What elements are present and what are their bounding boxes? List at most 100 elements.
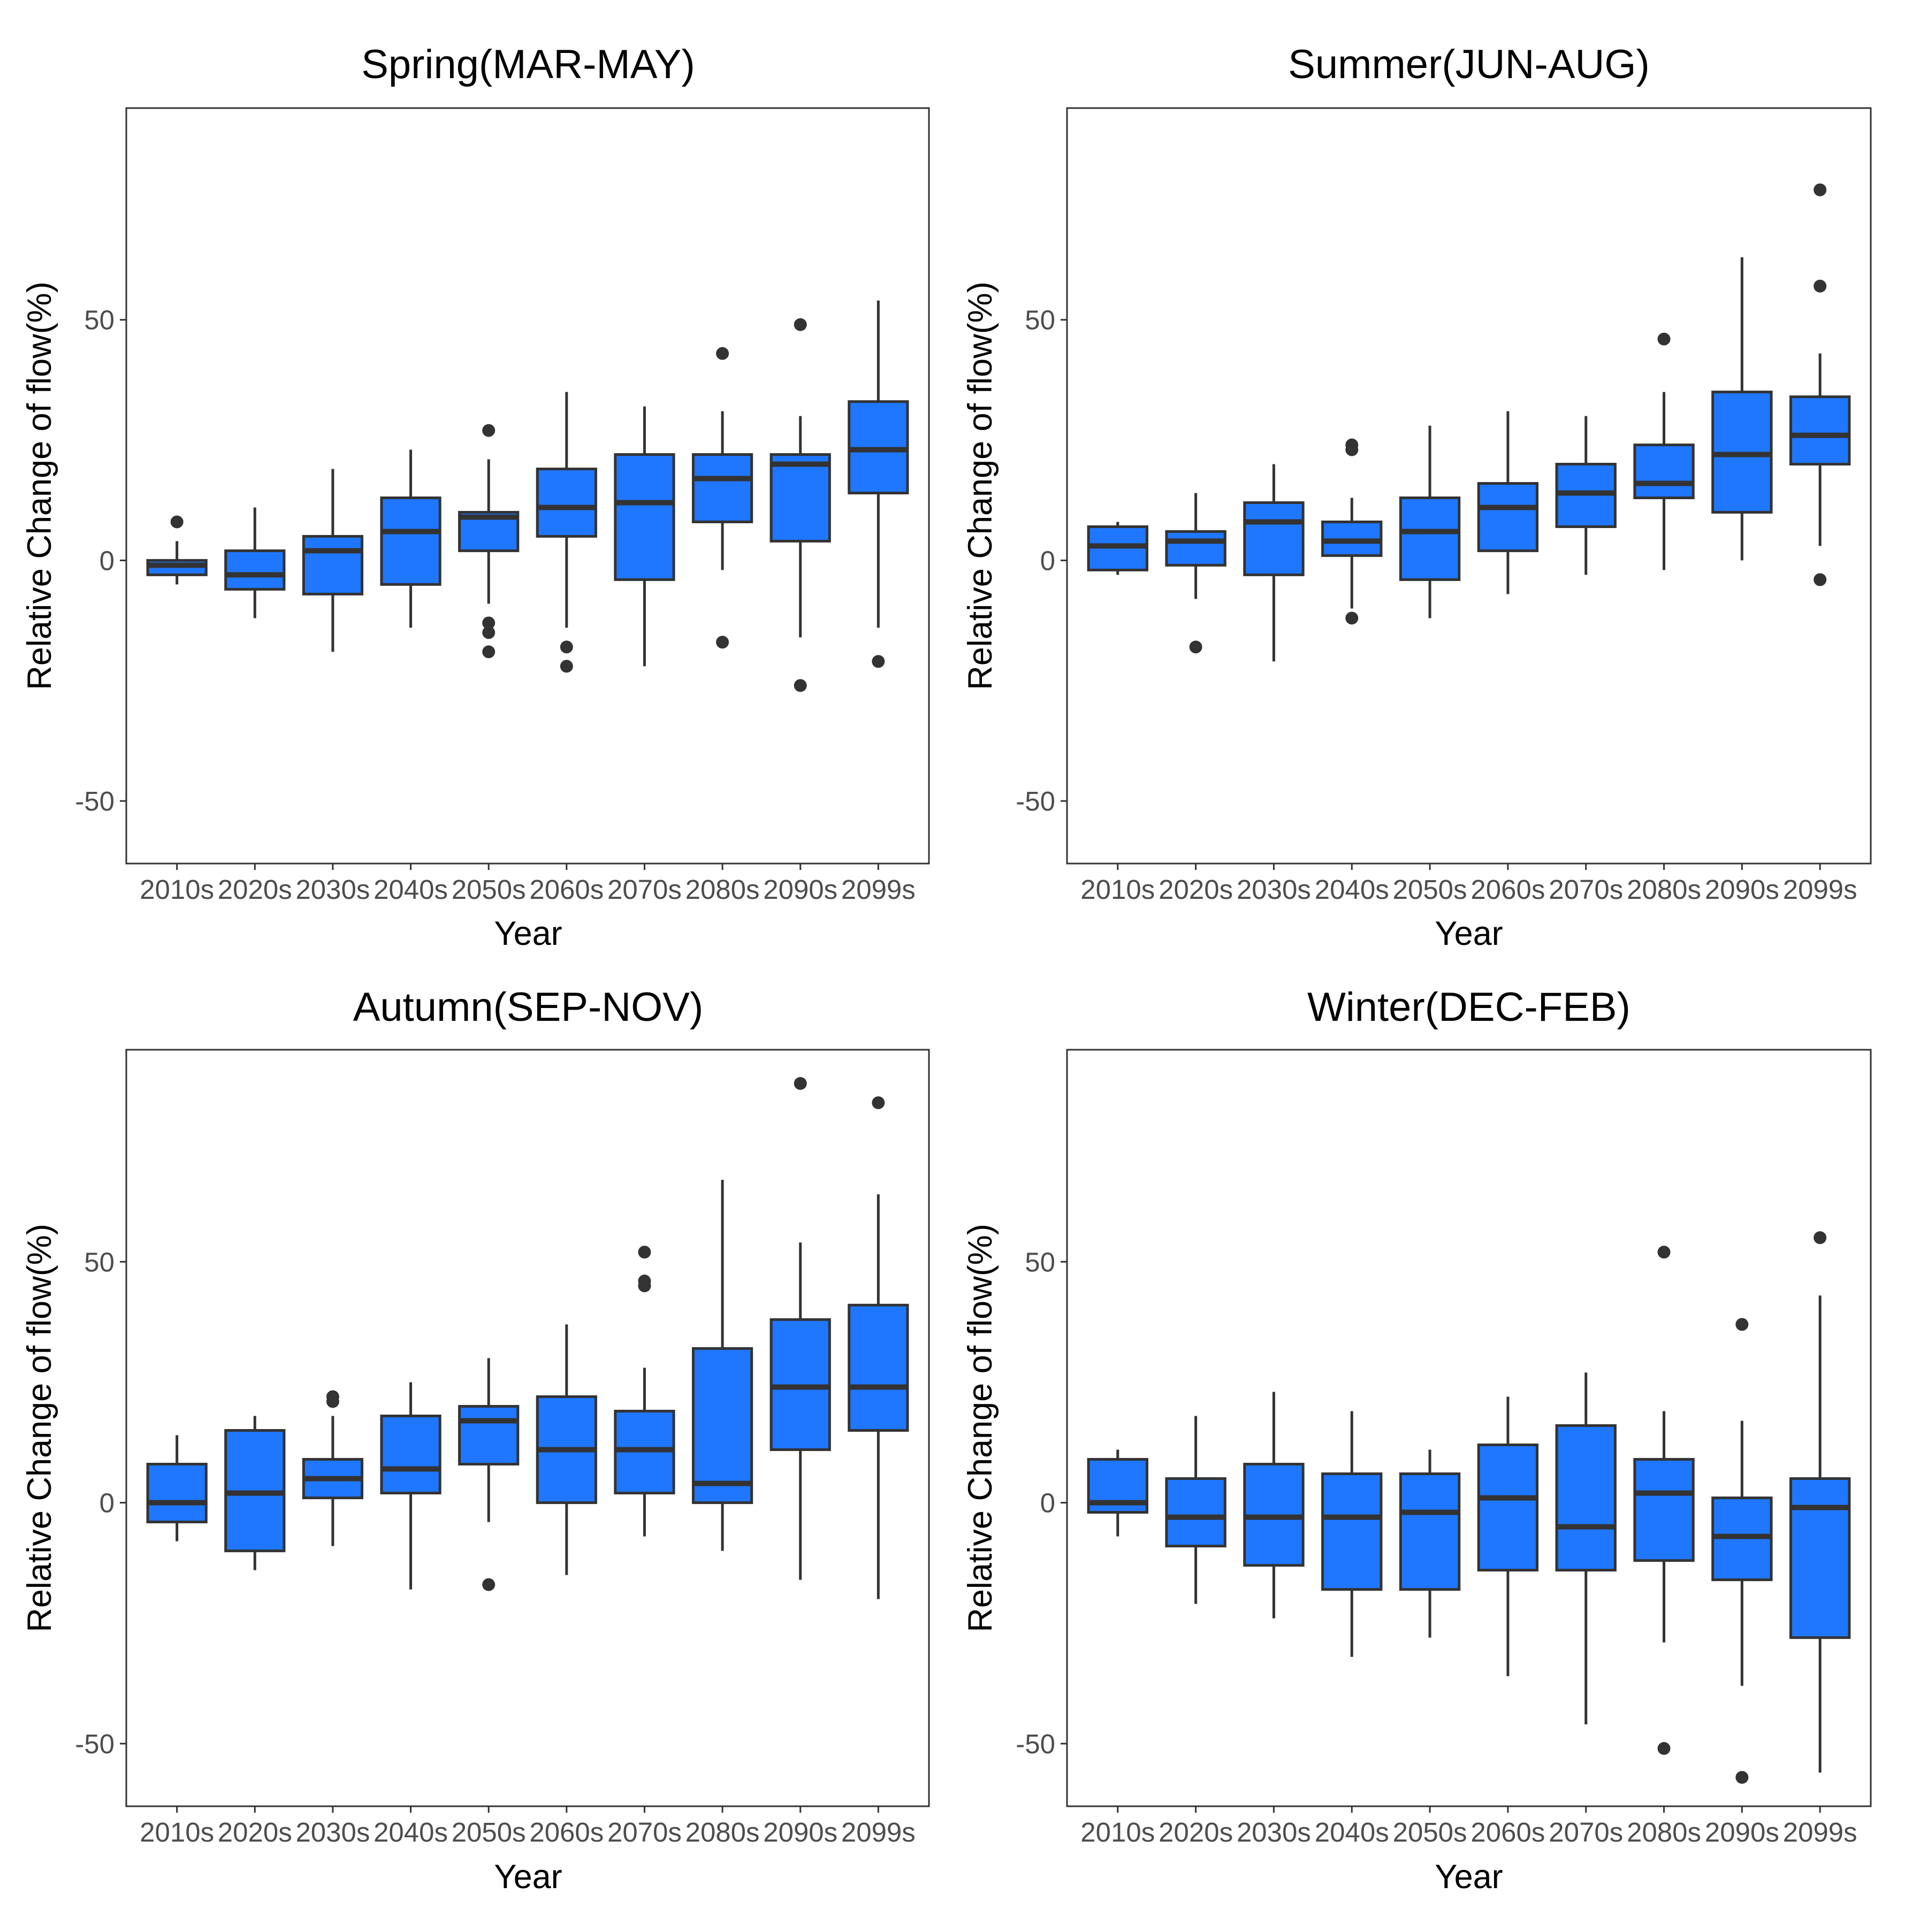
y-tick-label: 50 [1025,305,1055,335]
x-axis-title: Year [494,915,562,952]
x-tick-label: 2099s [841,1817,916,1847]
box-iqr [1477,1444,1539,1572]
x-tick-label: 2050s [1393,874,1467,905]
box-2050s [1399,1449,1461,1638]
y-axis: -50 0 50 [75,305,126,816]
box-2099s [1789,1231,1851,1773]
box-2030s [1243,1392,1305,1618]
x-tick-label: 2050s [452,874,526,905]
outlier-point [482,1578,496,1591]
x-tick-label: 2070s [1549,1817,1623,1847]
outlier-point [1345,443,1359,456]
y-tick-label: -50 [1016,786,1055,816]
y-axis: -50 0 50 [1016,305,1067,816]
box-iqr [614,453,675,581]
box-iqr [691,1347,753,1505]
box-2070s [614,406,675,667]
panel-title: Spring(MAR-MAY) [361,42,695,87]
box-2010s [146,515,208,585]
y-tick-label: 50 [84,305,115,335]
box-2090s [1711,1318,1773,1784]
plot-area [146,1077,909,1599]
box-2070s [1555,1372,1617,1724]
panel-border [1066,107,1872,865]
box-iqr [769,453,831,543]
x-tick-label: 2010s [1080,1817,1155,1847]
box-iqr [224,549,286,591]
x-tick-label: 2030s [1237,874,1311,905]
outlier-point [482,645,496,659]
x-axis-title: Year [1435,1858,1503,1896]
x-tick-label: 2010s [1080,874,1155,905]
y-tick-label: 0 [100,1488,115,1518]
x-tick-label: 2060s [1470,874,1545,905]
outlier-point [1813,183,1827,196]
x-tick-label: 2020s [1159,874,1233,905]
box-2070s [1555,416,1617,575]
panel-title: Autumn(SEP-NOV) [353,984,704,1030]
outlier-point [482,424,496,437]
x-tick-label: 2020s [1159,1817,1233,1847]
x-tick-label: 2040s [374,1817,448,1847]
outlier-point [794,679,807,692]
box-iqr [1633,1458,1695,1562]
panel-border [125,107,930,865]
box-2080s [691,1180,753,1551]
box-2030s [302,469,364,652]
x-tick-label: 2080s [1627,1817,1701,1847]
box-2080s [1633,332,1695,570]
x-tick-label: 2030s [1237,1817,1311,1847]
box-2050s [458,424,520,659]
y-axis-title: Relative Change of flow(%) [21,281,58,690]
outlier-point [716,347,729,360]
x-tick-label: 2090s [1705,874,1779,905]
box-2050s [1399,425,1461,618]
panel-title: Winter(DEC-FEB) [1307,984,1630,1030]
outlier-point [1813,573,1827,586]
box-2040s [380,1382,441,1590]
box-iqr [1789,1477,1851,1639]
outlier-point [716,636,729,649]
box-2020s [224,507,286,618]
box-iqr [1477,482,1539,552]
x-axis: 2010s 2020s 2030s 2040s 2050s 2060s 2070s 2080s… [1080,1806,1857,1847]
x-axis-title: Year [1435,915,1503,952]
box-2060s [536,392,597,673]
box-2080s [691,347,753,649]
outlier-point [170,515,184,529]
outlier-point [560,640,573,654]
y-axis: -50 0 50 [1016,1247,1067,1759]
box-2010s [1087,1449,1148,1537]
x-tick-label: 2099s [1783,1817,1857,1847]
outlier-point [1189,640,1202,654]
box-iqr [1321,1472,1383,1591]
box-iqr [848,1303,909,1432]
box-2040s [1321,1411,1383,1657]
x-tick-label: 2090s [763,1817,837,1847]
outlier-point [638,1279,651,1293]
panel-border [125,1049,930,1807]
y-tick-label: 50 [1025,1247,1055,1277]
y-tick-label: 0 [1040,545,1055,576]
box-2080s [1633,1246,1695,1755]
outlier-point [1657,332,1671,346]
outlier-point [872,655,885,668]
box-2099s [848,1096,909,1599]
plot-area [1087,1231,1851,1784]
box-2050s [458,1358,520,1591]
y-axis: -50 0 50 [75,1247,126,1759]
box-iqr [302,534,364,595]
y-tick-label: -50 [75,1729,115,1759]
box-iqr [146,1463,208,1524]
outlier-point [560,660,573,673]
box-2010s [1087,522,1148,575]
x-tick-label: 2030s [295,1817,370,1847]
x-tick-label: 2060s [529,874,604,905]
y-axis-title: Relative Change of flow(%) [962,1224,999,1632]
x-tick-label: 2040s [1315,1817,1389,1847]
x-tick-label: 2070s [1549,874,1623,905]
plot-area [1087,183,1851,662]
x-tick-label: 2080s [685,874,760,905]
